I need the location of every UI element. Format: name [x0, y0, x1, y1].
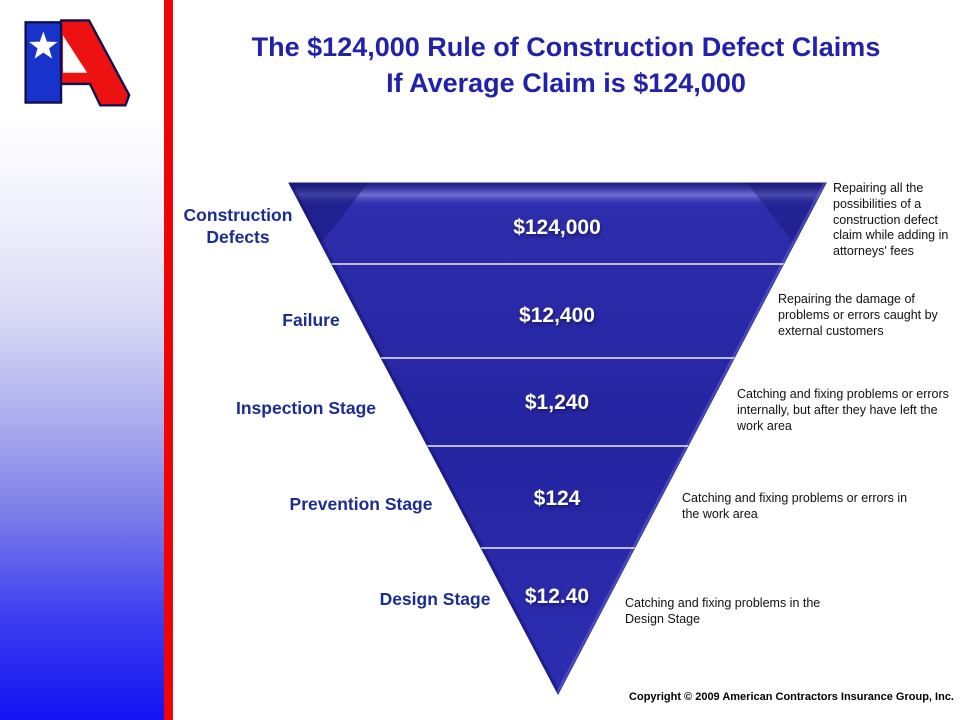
stage-value-2: $1,240 — [524, 391, 590, 414]
star-icon — [29, 31, 58, 59]
stage-value-4: $12.40 — [524, 585, 590, 608]
pyramid-top-bevel — [289, 183, 826, 207]
stage-value-0: $124,000 — [513, 216, 601, 239]
stage-label-construction-defects: Construction Defects — [183, 205, 293, 248]
stage-value-3: $124 — [533, 487, 581, 510]
slide-title-line2: If Average Claim is $124,000 — [386, 68, 746, 98]
letter-a-shape — [59, 19, 131, 107]
slide-title-line1: The $124,000 Rule of Construction Defect… — [251, 32, 881, 62]
stage-label-inspection-stage: Inspection Stage — [235, 398, 377, 418]
red-divider-bar — [164, 0, 173, 720]
stage-value-1: $12,400 — [519, 304, 595, 327]
stage-label-prevention-stage: Prevention Stage — [289, 494, 433, 514]
letter-a-counter — [62, 35, 88, 73]
stage-label-design-stage: Design Stage — [379, 589, 491, 609]
stage-description-1: Repairing the damage of problems or erro… — [778, 292, 938, 338]
stage-description-2: Catching and fixing problems or errors i… — [737, 387, 949, 433]
copyright-notice: Copyright © 2009 American Contractors In… — [629, 691, 954, 703]
acig-logo — [24, 19, 131, 107]
left-gradient-strip — [0, 0, 164, 720]
stage-label-failure: Failure — [282, 310, 340, 330]
stage-description-3: Catching and fixing problems or errors i… — [682, 491, 908, 521]
pyramid-left-edge-shade — [289, 183, 561, 694]
stage-description-0: Repairing all the possibilities of a con… — [833, 181, 949, 258]
stage-description-4: Catching and fixing problems in the Desi… — [625, 596, 821, 626]
